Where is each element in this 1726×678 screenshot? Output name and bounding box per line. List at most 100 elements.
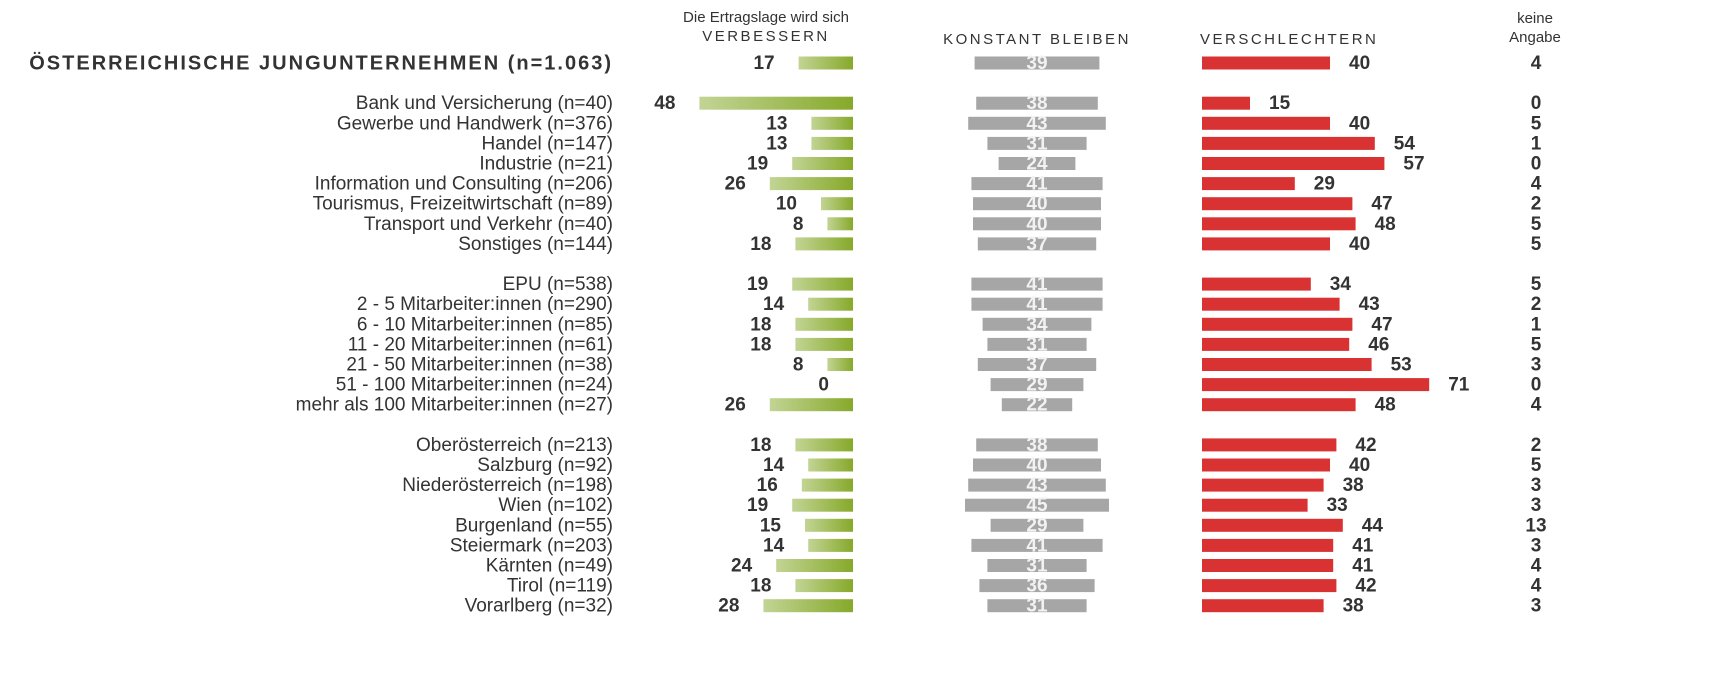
value-label: 39 [1026, 53, 1047, 74]
bar [1202, 458, 1330, 472]
category-label: 6 - 10 Mitarbeiter:innen (n=85) [357, 314, 613, 335]
bar [795, 237, 853, 251]
bar [1202, 518, 1343, 532]
value-label: 40 [1026, 455, 1047, 476]
value-label: 31 [1026, 596, 1048, 617]
value-label: 37 [1026, 355, 1047, 376]
value-label: 31 [1026, 556, 1048, 577]
bar [971, 177, 1103, 191]
value-label: 26 [725, 174, 746, 195]
header-note: Die Ertragslage wird sich [683, 9, 849, 26]
bar [1202, 599, 1324, 613]
bar [763, 599, 853, 613]
value-label: 5 [1531, 234, 1542, 255]
bar [976, 438, 1098, 452]
bar [1001, 398, 1073, 412]
value-label: 17 [753, 53, 774, 74]
value-label: 5 [1531, 113, 1542, 134]
value-label: 40 [1349, 455, 1370, 476]
value-label: 28 [718, 596, 739, 617]
value-label: 38 [1343, 475, 1364, 496]
value-label: 31 [1026, 133, 1048, 154]
value-label: 34 [1026, 314, 1048, 335]
bar [1202, 157, 1385, 170]
bar [808, 538, 853, 552]
bar [1202, 498, 1308, 512]
bar [968, 116, 1106, 130]
value-label: 13 [766, 113, 787, 134]
bar [792, 157, 853, 170]
bar [977, 358, 1097, 371]
bar [987, 559, 1087, 572]
value-label: 3 [1531, 535, 1542, 556]
bar [1202, 538, 1334, 552]
value-label: 22 [1026, 395, 1047, 416]
value-label: 8 [793, 355, 804, 376]
bar [1202, 559, 1334, 572]
bar [1202, 297, 1340, 311]
value-label: 33 [1327, 495, 1348, 516]
column-header: keine Angabe [1509, 10, 1561, 46]
value-label: 2 [1531, 194, 1542, 215]
bar [1202, 136, 1375, 150]
bar [1202, 579, 1337, 593]
category-label: 51 - 100 Mitarbeiter:innen (n=24) [336, 375, 613, 396]
category-label: Steiermark (n=203) [450, 535, 613, 556]
bar [1202, 217, 1356, 231]
category-label: 2 - 5 Mitarbeiter:innen (n=290) [357, 294, 613, 315]
bar [1202, 56, 1330, 70]
value-label: 54 [1394, 133, 1416, 154]
value-label: 47 [1371, 314, 1392, 335]
bar [968, 478, 1106, 492]
value-label: 3 [1531, 475, 1542, 496]
value-label: 13 [766, 133, 787, 154]
value-label: 45 [1026, 495, 1048, 516]
value-label: 0 [1531, 154, 1542, 175]
value-label: 71 [1448, 375, 1470, 396]
value-label: 0 [1531, 93, 1542, 114]
category-label: Gewerbe und Handwerk (n=376) [337, 113, 613, 134]
value-label: 0 [1531, 375, 1542, 396]
bar [811, 116, 853, 130]
bar [795, 337, 853, 351]
category-label: Oberösterreich (n=213) [416, 435, 613, 456]
value-label: 4 [1531, 53, 1542, 74]
bar [974, 56, 1100, 70]
value-label: 14 [763, 294, 785, 315]
value-label: 13 [1525, 515, 1546, 536]
bar [827, 358, 853, 371]
bar [1202, 317, 1353, 331]
bar [982, 317, 1092, 331]
bar [821, 197, 853, 211]
bar [987, 337, 1087, 351]
value-label: 5 [1531, 455, 1542, 476]
value-label: 15 [760, 515, 782, 536]
bar [1202, 438, 1337, 452]
value-label: 1 [1531, 133, 1542, 154]
bar [808, 458, 853, 472]
value-label: 4 [1531, 556, 1542, 577]
value-label: 5 [1531, 274, 1542, 295]
bar [801, 478, 853, 492]
bar [965, 498, 1109, 512]
bar [998, 157, 1076, 170]
bar [973, 217, 1101, 231]
value-label: 38 [1343, 596, 1364, 617]
value-label: 48 [1375, 395, 1396, 416]
value-label: 29 [1026, 375, 1047, 396]
category-label: Industrie (n=21) [479, 154, 613, 175]
value-label: 46 [1368, 334, 1389, 355]
bar [1202, 398, 1356, 412]
bar [1202, 116, 1330, 130]
category-label: 21 - 50 Mitarbeiter:innen (n=38) [346, 355, 613, 376]
value-label: 18 [750, 234, 771, 255]
value-label: 4 [1531, 576, 1542, 597]
value-label: 18 [750, 314, 771, 335]
value-label: 14 [763, 455, 785, 476]
value-label: 42 [1355, 435, 1376, 456]
category-label: Bank und Versicherung (n=40) [356, 93, 613, 114]
value-label: 37 [1026, 234, 1047, 255]
bar [990, 378, 1084, 392]
value-label: 48 [654, 93, 675, 114]
value-label: 3 [1531, 495, 1542, 516]
